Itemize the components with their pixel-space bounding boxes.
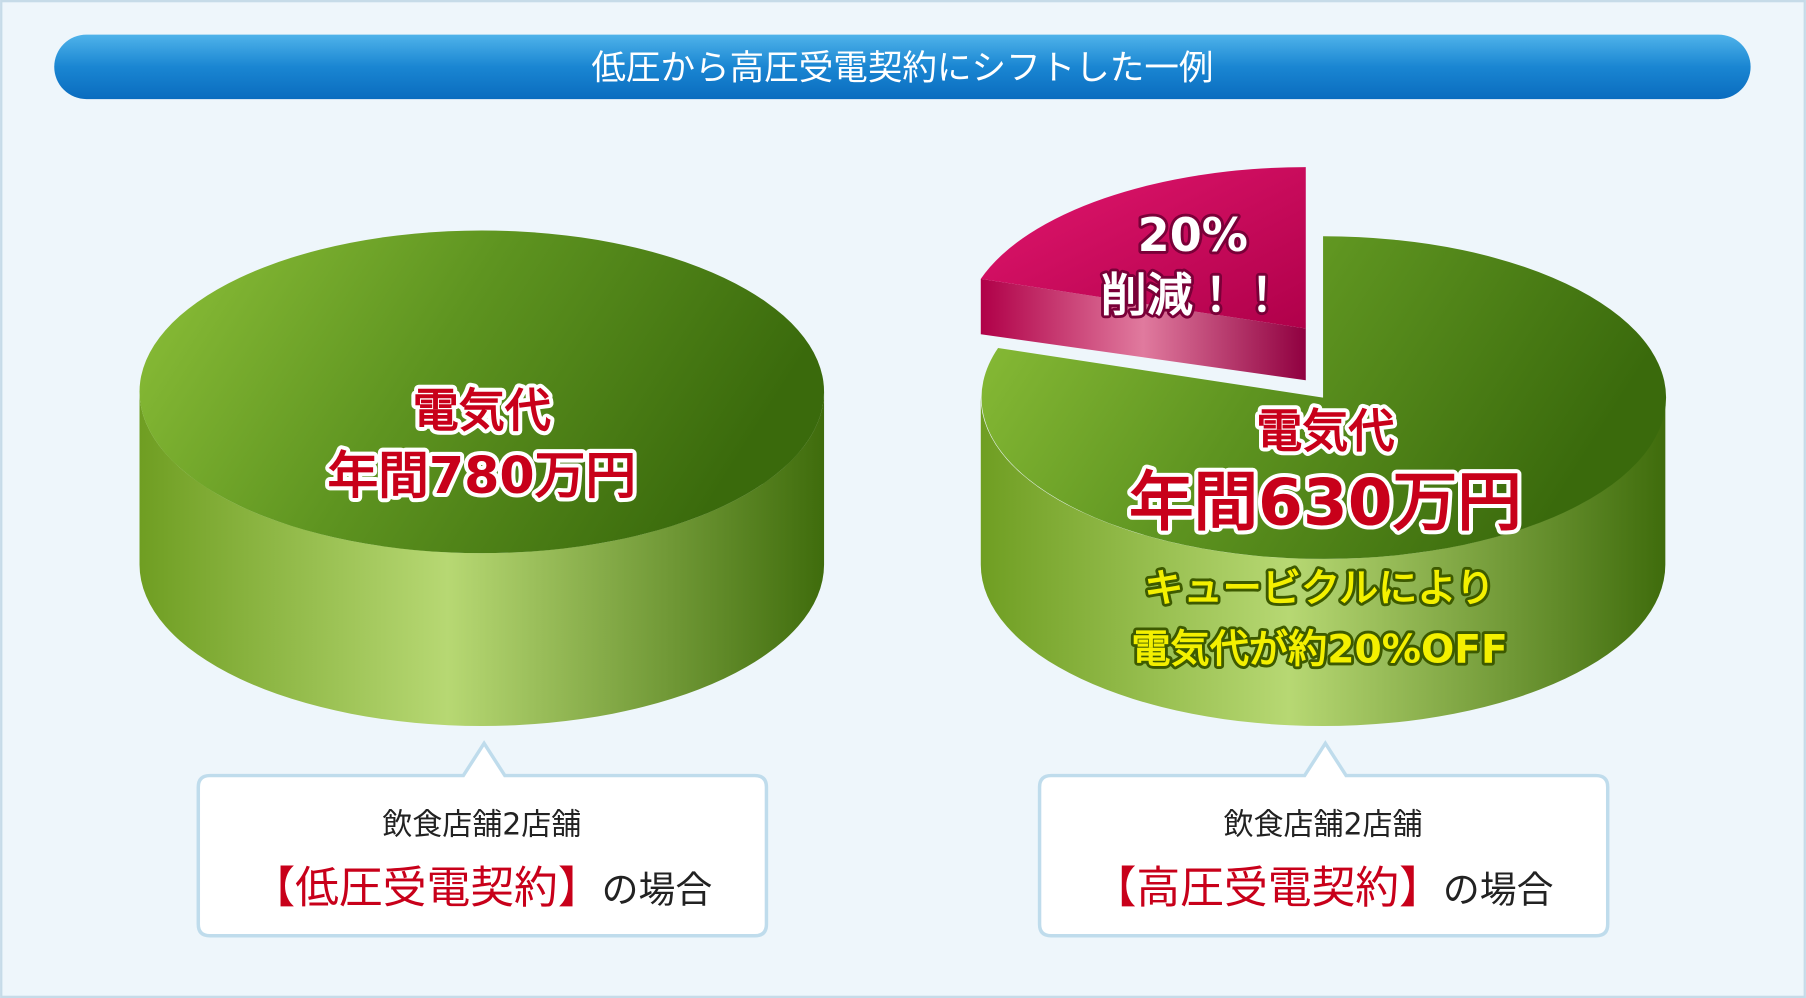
pie-top: [981, 236, 1667, 559]
cut-label: 20%: [1138, 208, 1248, 262]
right-pie: [980, 167, 1667, 727]
suffix: の場合: [1443, 868, 1554, 911]
title: 低圧から高圧受電契約にシフトした一例: [591, 49, 1213, 89]
pie-label: 電気代: [413, 383, 551, 437]
slice-side: [980, 278, 1306, 381]
right-caption: 飲食店舗2店舗 【高圧受電契約】の場合: [1037, 740, 1610, 938]
pie-side: [980, 397, 1666, 727]
cut-label: 削減！！: [1101, 268, 1285, 322]
pie-top: [139, 230, 825, 554]
suffix: の場合: [602, 868, 713, 911]
title-banner: [54, 34, 1751, 100]
left-pie: [139, 230, 825, 726]
pie-label: 年間630万円: [1129, 465, 1522, 540]
contract: 【高圧受電契約】: [1093, 862, 1443, 913]
slice-top: [980, 167, 1306, 329]
contract: 【低圧受電契約】: [251, 862, 601, 913]
note: キュービクルにより: [1144, 567, 1495, 612]
pie-label: 年間780万円: [328, 446, 637, 505]
caption-line: 【高圧受電契約】の場合: [1093, 862, 1554, 913]
pie-label: 電気代: [1256, 404, 1394, 458]
caption-line: 飲食店舗2店舗: [382, 807, 581, 842]
pie-side: [139, 391, 825, 726]
note: 電気代が約20%OFF: [1131, 628, 1507, 673]
caption-line: 飲食店舗2店舗: [1224, 807, 1423, 842]
left-caption: 飲食店舗2店舗 【低圧受電契約】の場合: [196, 740, 769, 938]
caption-line: 【低圧受電契約】の場合: [251, 862, 712, 913]
